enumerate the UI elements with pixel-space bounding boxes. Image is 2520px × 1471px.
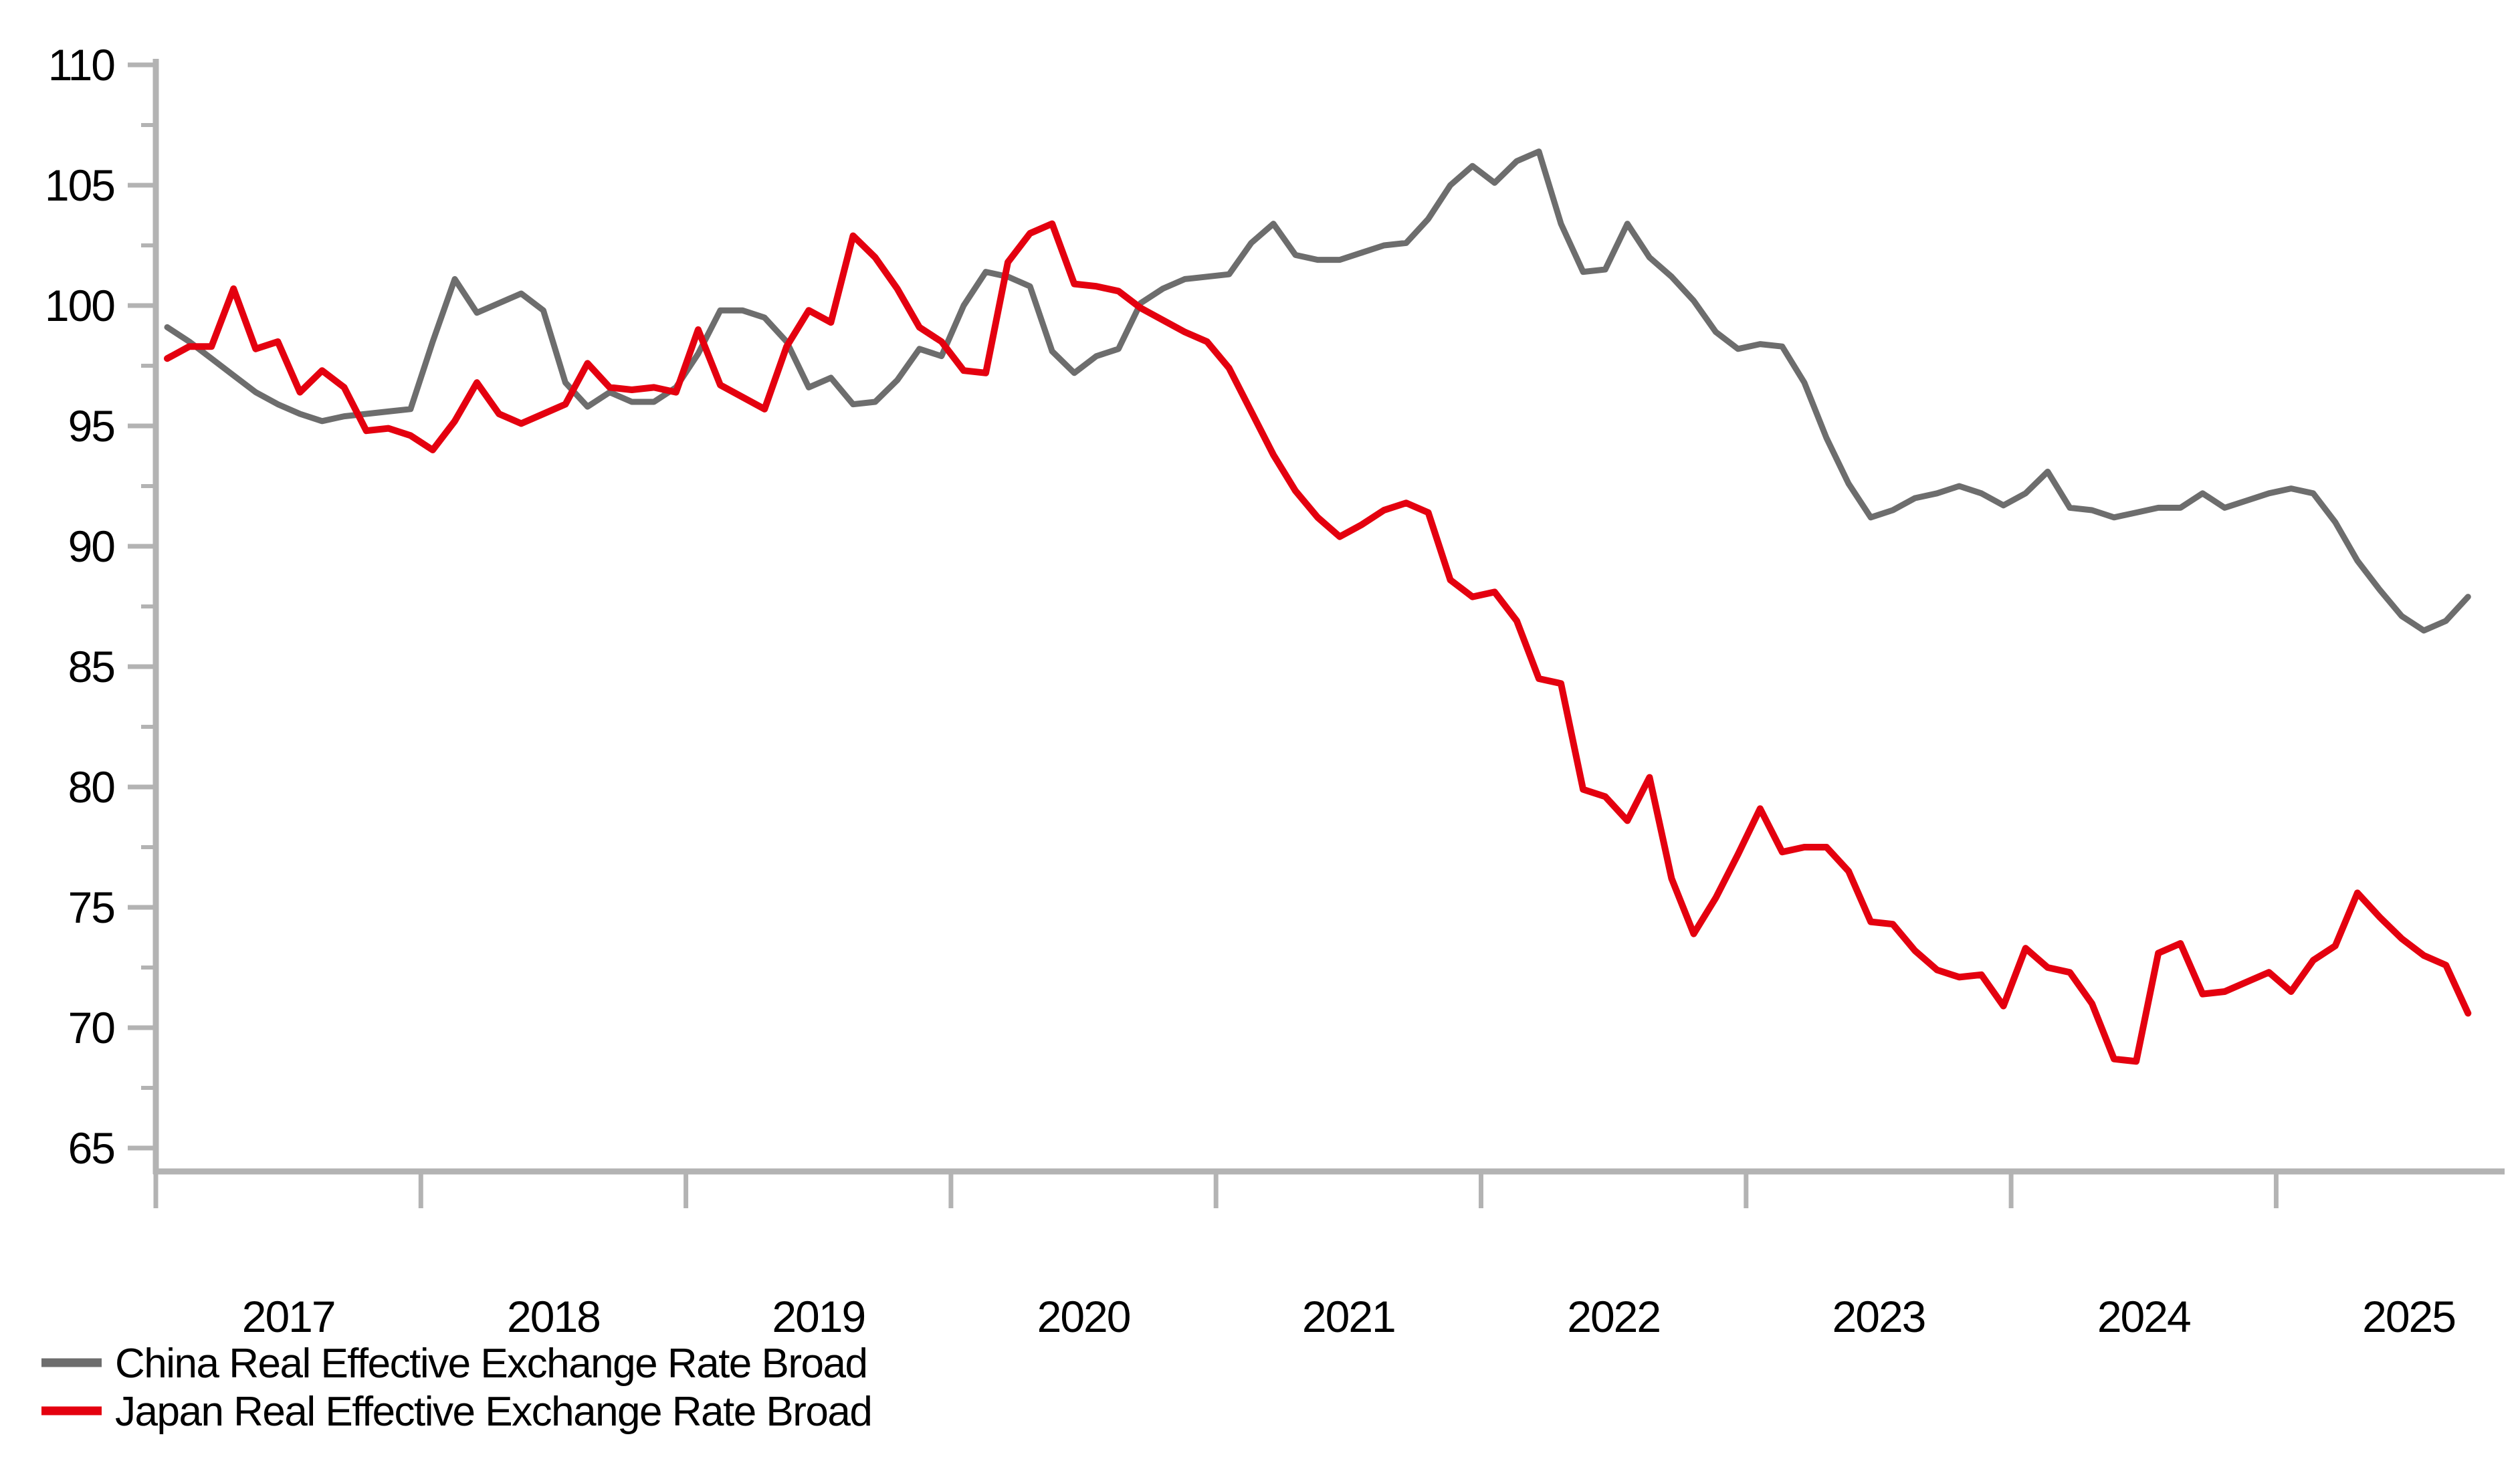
legend-item-japan: Japan Real Effective Exchange Rate Broad bbox=[41, 1389, 873, 1435]
x-axis: 2017 2018 2019 2020 2021 2022 2023 2024 2025 bbox=[153, 1168, 2505, 1341]
legend-item-china: China Real Effective Exchange Rate Broad bbox=[41, 1341, 868, 1387]
y-axis: 110 105 100 95 90 85 80 75 70 65 bbox=[45, 40, 159, 1174]
y-tick-label: 70 bbox=[68, 1003, 115, 1052]
x-tick-label: 2024 bbox=[2097, 1292, 2190, 1341]
series-group bbox=[164, 148, 2472, 1065]
x-tick-label: 2020 bbox=[1037, 1292, 1130, 1341]
y-tick-label: 65 bbox=[68, 1123, 114, 1173]
y-tick-label: 105 bbox=[45, 160, 114, 210]
japan-series-line bbox=[164, 220, 2472, 1065]
y-tick-label: 95 bbox=[68, 401, 114, 451]
y-minor-ticks bbox=[141, 123, 156, 1090]
x-tick-label: 2021 bbox=[1302, 1292, 1395, 1341]
y-tick-label: 85 bbox=[68, 642, 114, 691]
x-tick-label: 2019 bbox=[772, 1292, 865, 1341]
y-major-ticks bbox=[128, 62, 156, 1151]
china-series-line bbox=[164, 148, 2471, 634]
x-ticks bbox=[153, 1171, 2279, 1208]
y-tick-label: 100 bbox=[45, 281, 114, 330]
legend: China Real Effective Exchange Rate Broad… bbox=[41, 1341, 873, 1435]
x-tick-label: 2025 bbox=[2362, 1292, 2455, 1341]
y-tick-labels: 110 105 100 95 90 85 80 75 70 65 bbox=[45, 40, 116, 1173]
x-tick-labels: 2017 2018 2019 2020 2021 2022 2023 2024 2025 bbox=[242, 1292, 2456, 1341]
y-tick-label: 90 bbox=[68, 522, 115, 571]
y-tick-label: 110 bbox=[48, 40, 115, 90]
y-tick-label: 75 bbox=[68, 883, 114, 932]
y-tick-label: 80 bbox=[68, 762, 115, 812]
x-tick-label: 2018 bbox=[507, 1292, 600, 1341]
x-tick-label: 2022 bbox=[1567, 1292, 1660, 1341]
x-tick-label: 2017 bbox=[242, 1292, 335, 1341]
legend-label-china: China Real Effective Exchange Rate Broad bbox=[115, 1341, 867, 1387]
legend-label-japan: Japan Real Effective Exchange Rate Broad bbox=[115, 1389, 871, 1435]
x-tick-label: 2023 bbox=[1832, 1292, 1925, 1341]
